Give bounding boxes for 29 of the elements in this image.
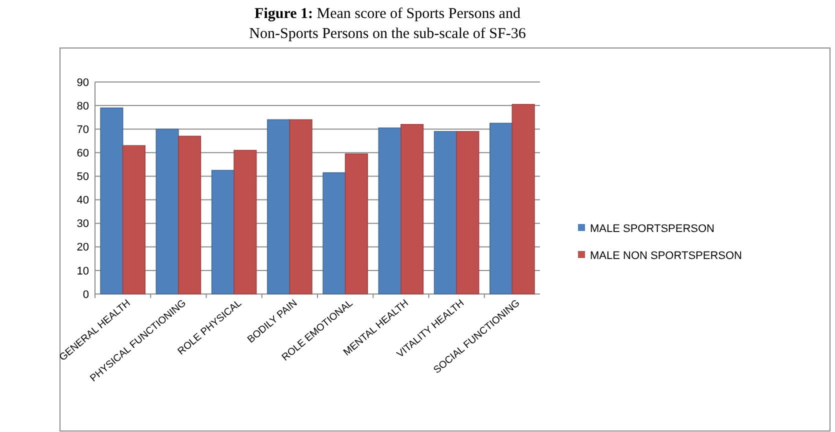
legend-label: MALE SPORTSPERSON <box>590 222 715 235</box>
chart-title: Figure 1: Mean score of Sports Persons and Non-Sports Persons on the sub-scale of SF-36 <box>249 6 526 42</box>
bar <box>434 131 457 294</box>
bar <box>378 128 402 294</box>
y-tick-label: 60 <box>76 148 89 160</box>
bar <box>267 119 290 294</box>
bar <box>322 172 346 294</box>
y-tick-label: 40 <box>76 194 89 207</box>
bar <box>456 131 480 294</box>
bar <box>400 124 424 294</box>
y-tick-label: 10 <box>76 265 89 278</box>
bar <box>512 104 535 294</box>
bar <box>156 128 179 294</box>
bar <box>344 153 368 294</box>
y-tick-label: 70 <box>76 124 89 136</box>
y-tick-label: 30 <box>76 218 89 230</box>
legend-label: MALE NON SPORTSPERSON <box>590 250 742 262</box>
bar <box>289 119 312 294</box>
y-tick-label: 50 <box>76 171 89 184</box>
y-tick-label: 80 <box>76 100 89 112</box>
y-tick-label: 90 <box>76 76 89 89</box>
bar <box>178 136 202 294</box>
y-tick-label: 0 <box>82 288 89 301</box>
bar <box>490 122 513 294</box>
y-tick-label: 20 <box>76 242 89 254</box>
bar <box>100 108 124 294</box>
bar <box>122 145 146 294</box>
bar <box>211 170 234 294</box>
bar <box>234 150 257 294</box>
